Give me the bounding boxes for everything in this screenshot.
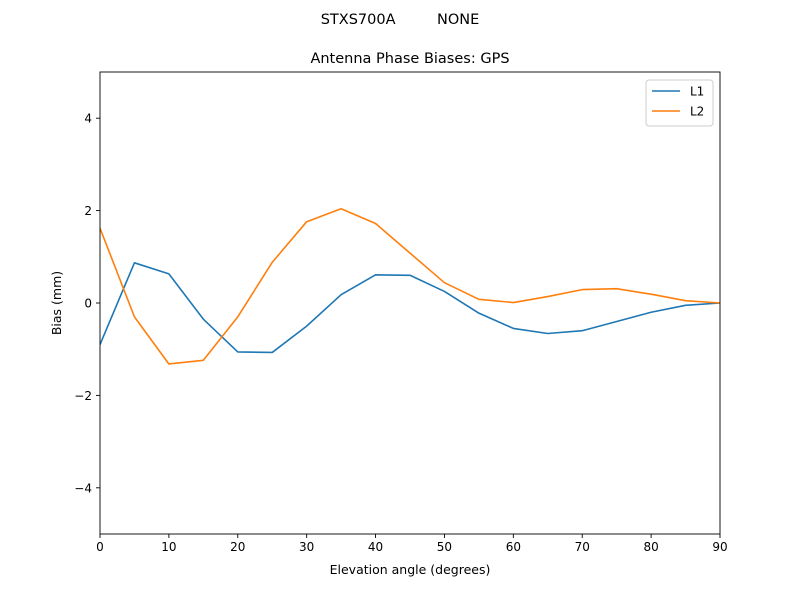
y-axis-label: Bias (mm) [49,271,64,335]
x-tick-label: 10 [161,540,176,554]
series-line-l1 [100,262,720,354]
x-tick-label: 80 [643,540,658,554]
legend-label-l2: L2 [690,105,704,119]
x-tick-label: 70 [575,540,590,554]
y-tick-label: 4 [84,112,92,126]
y-tick-label: 2 [84,204,92,218]
x-tick-label: 0 [96,540,104,554]
x-tick-label: 50 [437,540,452,554]
x-tick-label: 30 [299,540,314,554]
y-tick-label: 0 [84,297,92,311]
y-tick-label: −4 [74,481,92,495]
series-line-l2 [100,207,720,365]
figure-suptitle: STXS700A NONE [321,12,480,28]
plot-area [100,72,720,534]
data-layer [100,207,720,365]
x-axis-label: Elevation angle (degrees) [330,562,491,577]
x-tick-label: 90 [712,540,727,554]
axes-layer: 0 10 20 30 40 50 60 70 80 90 −4 −2 0 2 4 [74,71,728,554]
legend-label-l1: L1 [690,85,704,99]
chart-title: Antenna Phase Biases: GPS [310,51,509,67]
x-tick-label: 40 [368,540,383,554]
y-tick-label: −2 [74,389,92,403]
x-tick-label: 60 [506,540,521,554]
x-tick-label: 20 [230,540,245,554]
